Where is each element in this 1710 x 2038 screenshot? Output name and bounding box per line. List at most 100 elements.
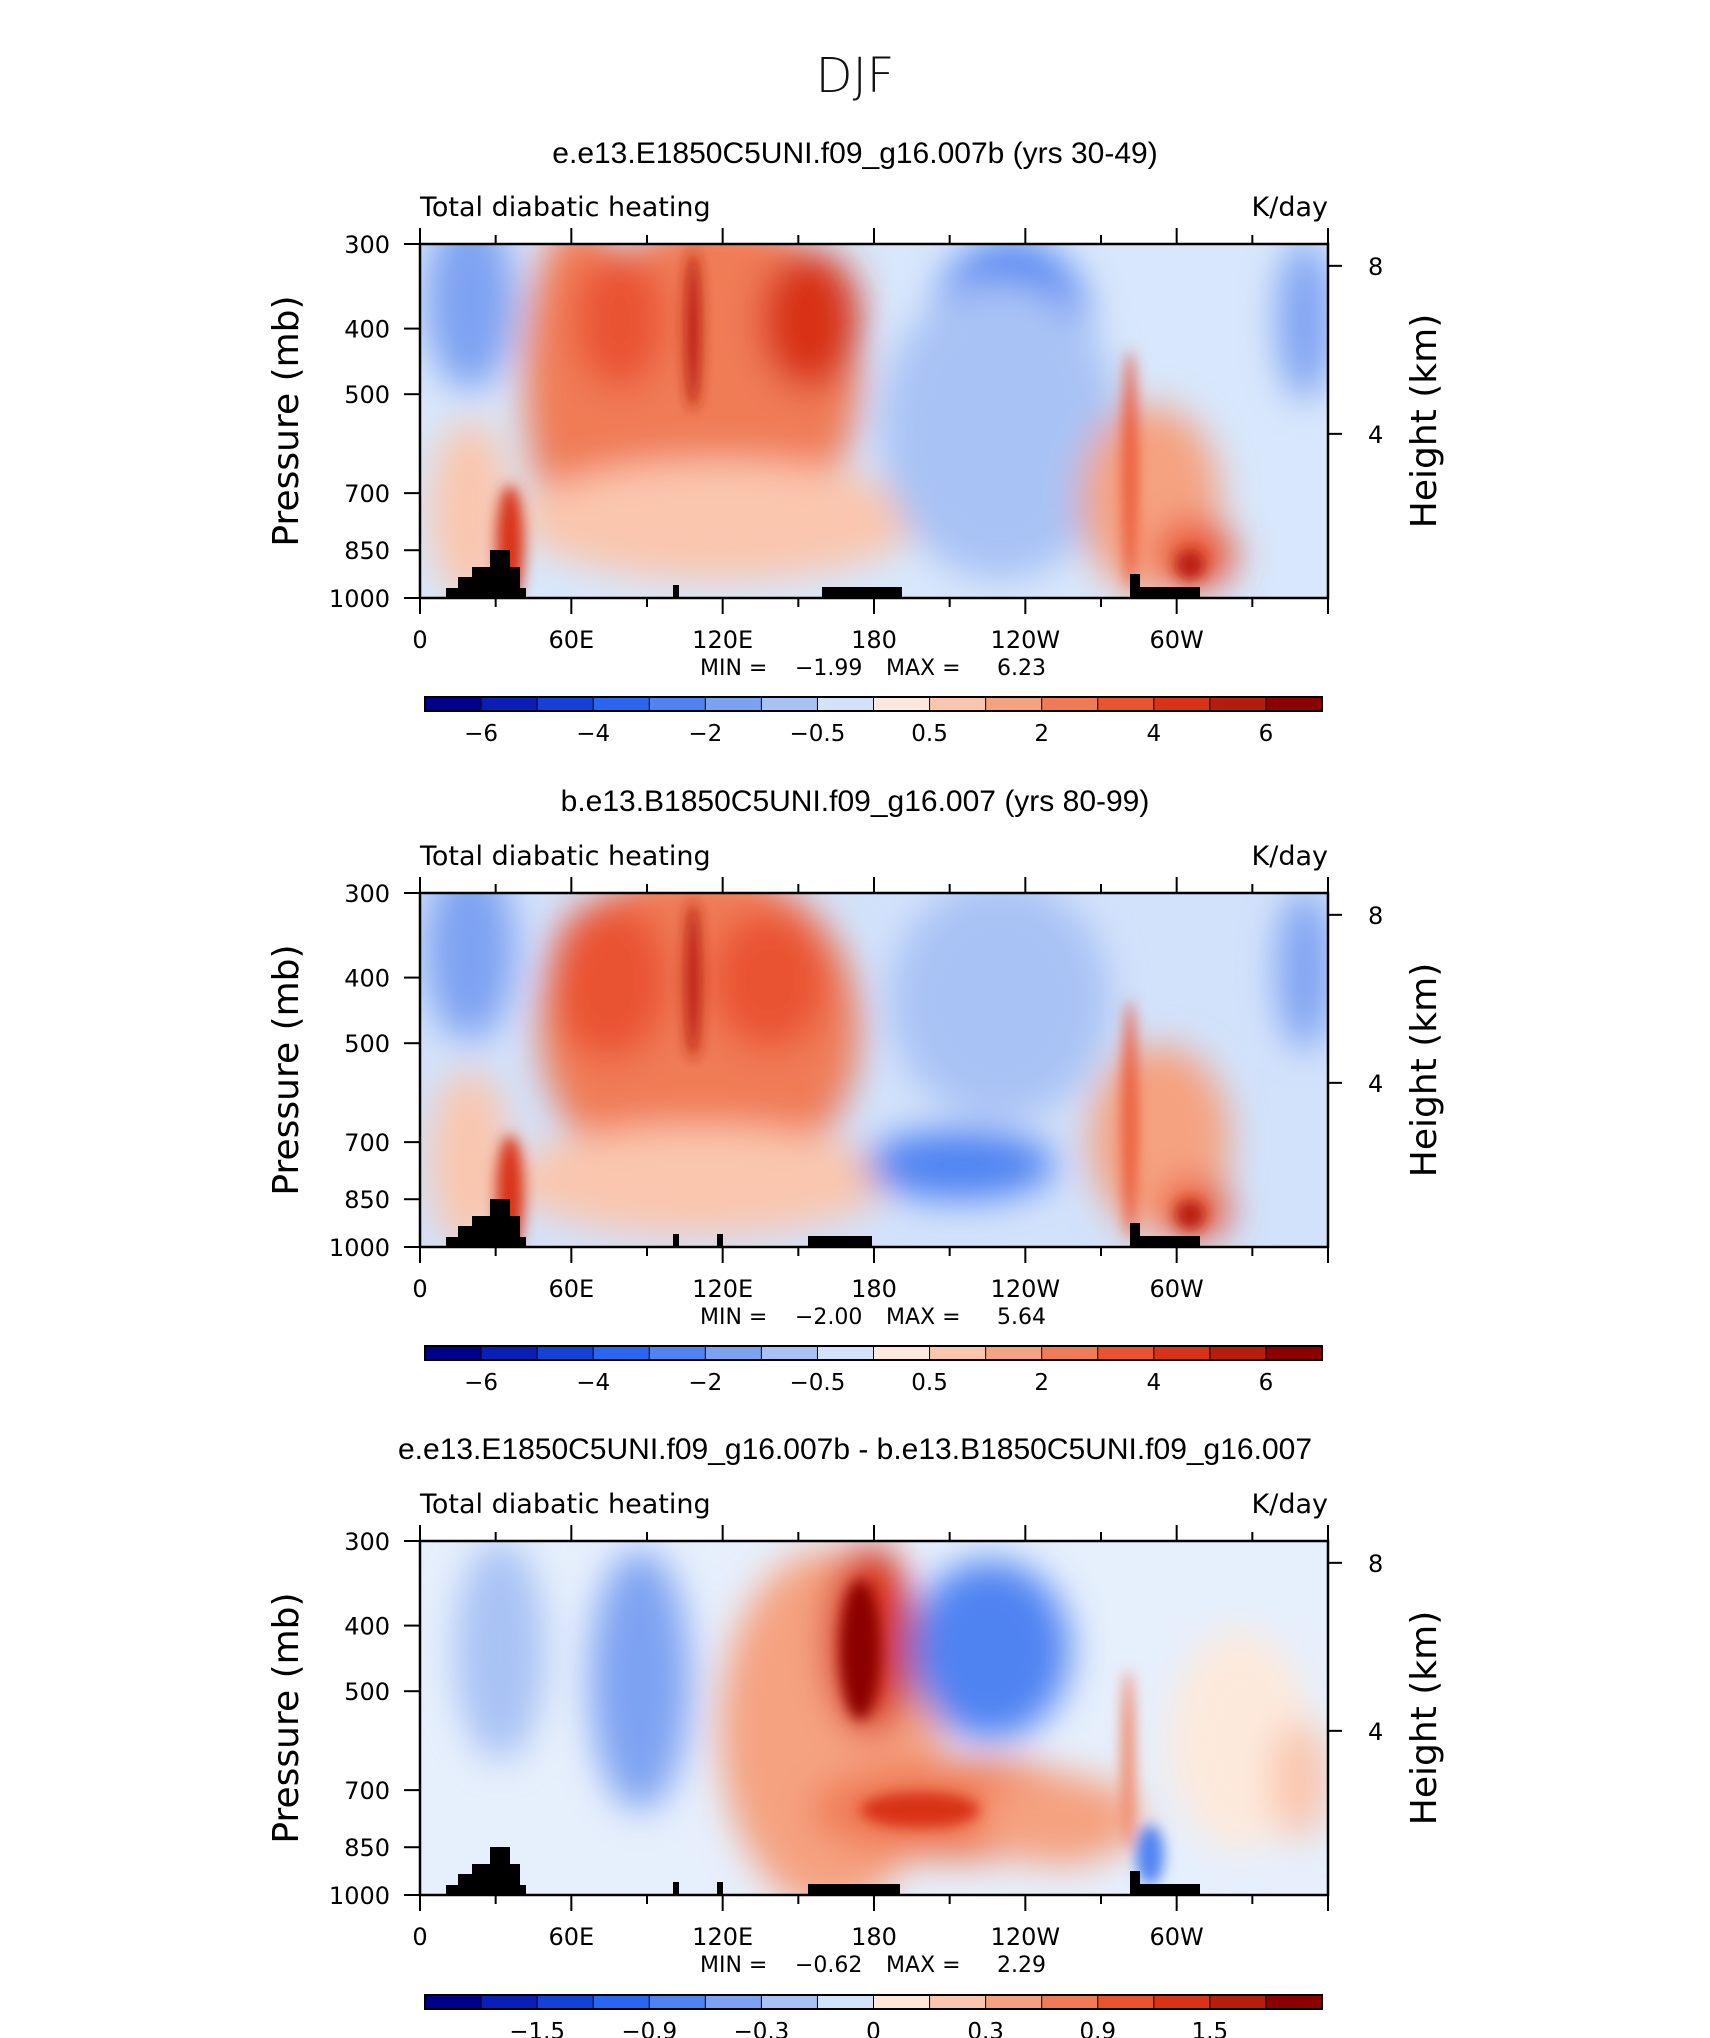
colorbar-tick-label: −4	[576, 721, 610, 747]
cool-blob	[865, 1130, 1055, 1200]
x-tick-label: 60E	[548, 626, 594, 654]
right-tick-label: 4	[1368, 1070, 1383, 1098]
y-tick-label: 300	[344, 1528, 390, 1556]
colorbar-swatch	[760, 1994, 819, 2010]
colorbar-tick-label: 0.9	[1079, 2019, 1116, 2038]
colorbar-swatch	[536, 696, 595, 712]
colorbar-tick-label: −2	[688, 1370, 722, 1396]
colorbar-swatch	[1153, 1994, 1211, 2010]
colorbar-swatch	[1209, 696, 1267, 712]
colorbar-swatch	[704, 1345, 763, 1361]
colorbar-tick-label: −0.3	[733, 2019, 789, 2038]
y-tick-label: 700	[344, 1777, 390, 1805]
x-tick-label: 120E	[692, 1275, 753, 1303]
colorbar-swatch	[1153, 696, 1211, 712]
colorbar-tick-label: 4	[1146, 1370, 1161, 1396]
colorbar-swatch	[1265, 1994, 1323, 2010]
colorbar-swatch	[592, 1345, 651, 1361]
colorbar-tick-label: 6	[1259, 721, 1274, 747]
right-tick-label: 8	[1368, 902, 1383, 930]
colorbar-frame	[424, 696, 1323, 712]
cool-blob	[590, 1550, 690, 1810]
contour-field	[420, 893, 1328, 1247]
cool-blob	[890, 893, 1110, 1120]
cool-blob	[1277, 893, 1328, 1050]
right-tick-label: 4	[1368, 421, 1383, 449]
y-tick-label: 700	[344, 480, 390, 508]
colorbar-tick-label: 0.5	[911, 1370, 948, 1396]
warm-blob	[710, 910, 830, 1050]
colorbar-swatch	[424, 696, 483, 712]
colorbar-swatch	[536, 1345, 595, 1361]
right-axis-title: Height (km)	[1404, 314, 1445, 528]
colorbar-swatch	[648, 1345, 707, 1361]
colorbar-swatch	[1097, 1994, 1155, 2010]
y-tick-label: 1000	[329, 585, 390, 613]
right-tick-label: 8	[1368, 1550, 1383, 1578]
colorbar-swatch	[1041, 696, 1099, 712]
colorbar-tick-label: 0.5	[911, 721, 948, 747]
x-tick-label: 120W	[991, 1275, 1061, 1303]
y-tick-label: 850	[344, 537, 390, 565]
y-tick-label: 400	[344, 316, 390, 344]
colorbar-tick-label: −6	[464, 721, 498, 747]
colorbar-swatch	[424, 1994, 483, 2010]
colorbar-swatch	[929, 1994, 987, 2010]
colorbar-swatch	[1097, 696, 1155, 712]
colorbar-swatch	[816, 696, 875, 712]
cool-blob	[425, 244, 515, 390]
x-tick-label: 120E	[692, 626, 753, 654]
colorbar-swatch	[873, 1345, 931, 1361]
min-label: MIN =	[700, 1953, 767, 1978]
x-tick-label: 120W	[991, 626, 1061, 654]
warm-core	[840, 1580, 880, 1720]
y-tick-label: 300	[344, 880, 390, 908]
y-axis-title: Pressure (mb)	[266, 1592, 307, 1843]
cool-blob	[455, 1541, 545, 1760]
colorbar-swatch	[1265, 1345, 1323, 1361]
warm-core	[1175, 550, 1205, 580]
contour-field	[420, 244, 1328, 598]
colorbar-swatch	[648, 1994, 707, 2010]
colorbar-swatch	[985, 1345, 1043, 1361]
colorbar-tick-label: 4	[1146, 721, 1161, 747]
units-label: K/day	[1252, 192, 1328, 223]
warm-blob	[980, 1775, 1140, 1865]
colorbar-frame	[424, 1994, 1323, 2010]
colorbar-swatch	[1041, 1345, 1099, 1361]
panel-subtitle: e.e13.E1850C5UNI.f09_g16.007b (yrs 30-49…	[552, 137, 1157, 170]
cool-blob	[425, 893, 515, 1040]
panel-2: b.e13.B1850C5UNI.f09_g16.007 (yrs 80-99)…	[418, 785, 1330, 1249]
y-tick-label: 500	[344, 381, 390, 409]
x-tick-label: 180	[851, 1275, 897, 1303]
topography-mask	[446, 550, 1200, 598]
cool-blob	[880, 280, 1120, 580]
topography-mask	[446, 1847, 1200, 1895]
warm-blob	[520, 460, 920, 580]
y-tick-label: 400	[344, 1613, 390, 1641]
x-tick-label: 180	[851, 626, 897, 654]
max-value: 5.64	[997, 1305, 1046, 1330]
right-axis-title: Height (km)	[1404, 963, 1445, 1177]
warm-core	[1123, 350, 1137, 590]
colorbar-swatch	[816, 1345, 875, 1361]
panel-3: e.e13.E1850C5UNI.f09_g16.007b - b.e13.B1…	[398, 1433, 1330, 1897]
colorbar-swatch	[1209, 1994, 1267, 2010]
x-tick-label: 60W	[1150, 1275, 1204, 1303]
colorbar-tick-label: −0.5	[790, 721, 846, 747]
y-tick-label: 500	[344, 1030, 390, 1058]
topography-mask	[446, 1199, 1200, 1247]
colorbar-swatch	[592, 696, 651, 712]
colorbar-swatch	[424, 1345, 483, 1361]
axes-and-colorbars: 0 60E 120E 180 120W 60W300400500700850100084P…	[266, 228, 1445, 2038]
y-tick-label: 1000	[329, 1234, 390, 1262]
panel-subtitle: b.e13.B1850C5UNI.f09_g16.007 (yrs 80-99)	[561, 785, 1150, 818]
min-value: −2.00	[795, 1305, 862, 1330]
colorbar-tick-label: −4	[576, 1370, 610, 1396]
warm-blob	[430, 1070, 510, 1247]
colorbar-tick-label: −2	[688, 721, 722, 747]
colorbar-swatch	[929, 696, 987, 712]
warm-core	[860, 1792, 980, 1828]
colorbar-swatch	[480, 696, 539, 712]
colorbar-swatch	[873, 1994, 931, 2010]
